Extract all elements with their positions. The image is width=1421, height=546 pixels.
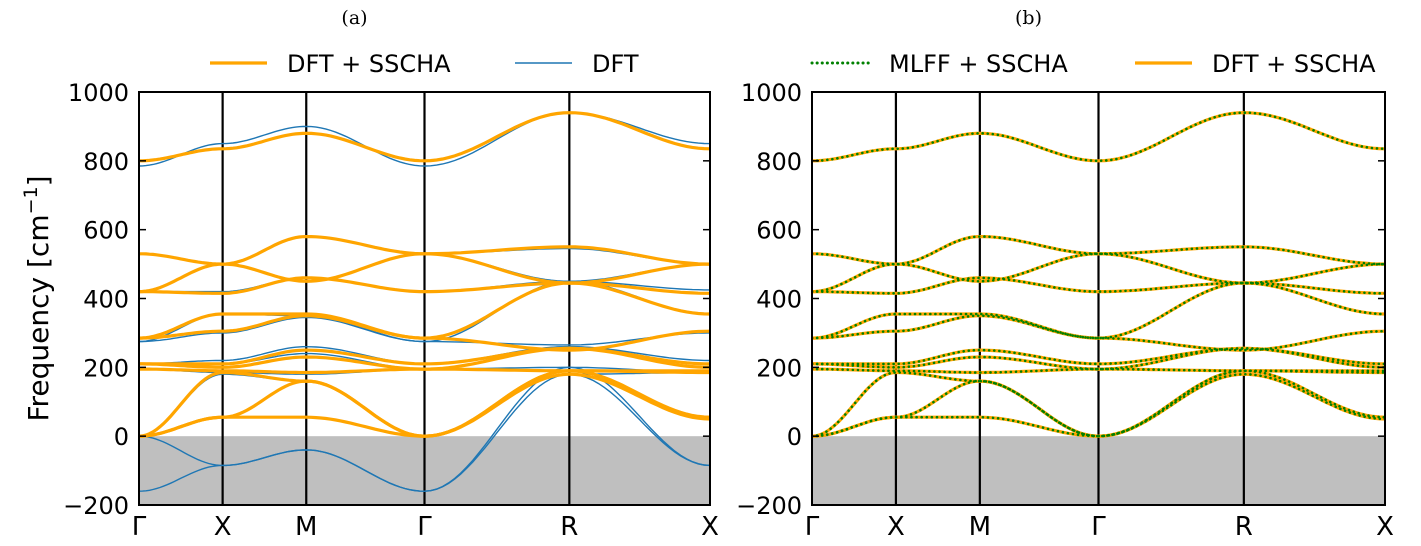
y-tick-label: 800 [83,148,129,176]
y-tick-label: 600 [756,217,802,245]
y-tick-label: 200 [83,354,129,382]
y-tick-label: 400 [756,286,802,314]
legend-label: DFT + SSCHA [287,50,451,78]
x-tick-label: Γ [132,512,147,542]
legend-label: DFT + SSCHA [1212,50,1376,78]
x-tick-label: R [1235,512,1253,542]
x-tick-label: M [295,512,317,542]
y-tick-label: −200 [736,492,802,520]
y-tick-label: 800 [756,148,802,176]
panel-b: −200 0 200 400 600 800 1000 Γ X M Γ R X (b) MLFF + SSC… [736,7,1394,542]
series-dft-sscha [139,111,710,438]
band-line [139,111,710,163]
band-line [812,252,1385,293]
x-tick-label: X [887,512,905,542]
band-line [139,316,710,346]
legend: MLFF + SSCHA DFT + SSCHA [810,50,1376,78]
panel-label: (b) [1015,7,1042,29]
band-line [139,369,710,438]
panel-a: −200 0 200 400 600 800 1000 Γ X M Γ R X (a) DFT + SSCH… [20,7,719,542]
band-line [812,111,1385,163]
band-line [139,252,710,294]
y-tick-label: 1000 [741,79,802,107]
band-line [139,346,710,371]
x-tick-label: Γ [805,512,820,542]
x-tick-label: R [560,512,578,542]
x-tick-label: Γ [417,512,432,542]
x-tick-label: X [1376,512,1394,542]
y-tick-label: 400 [83,286,129,314]
x-tick-label: Γ [1091,512,1106,542]
y-tick-label: −200 [63,492,129,520]
y-tick-label: 600 [83,217,129,245]
band-line [812,235,1385,266]
x-tick-label: M [969,512,991,542]
y-tick-label: 0 [787,423,802,451]
band-line [812,281,1385,340]
x-tick-label: X [214,512,232,542]
y-axis-label: Frequency [cm−1] [20,175,55,421]
panel-label: (a) [341,7,367,29]
x-tick-label: X [701,512,719,542]
band-line [812,369,1385,438]
y-tick-label: 1000 [68,79,129,107]
band-line [812,347,1385,371]
y-tick-label: 200 [756,354,802,382]
y-tick-label: 0 [114,423,129,451]
band-line [139,235,710,266]
band-line [812,314,1385,352]
legend-label: MLFF + SSCHA [889,50,1068,78]
legend-label: DFT [592,50,639,78]
band-line [812,276,1385,295]
series-mlff-sscha [812,111,1385,438]
legend: DFT + SSCHA DFT [210,50,639,78]
